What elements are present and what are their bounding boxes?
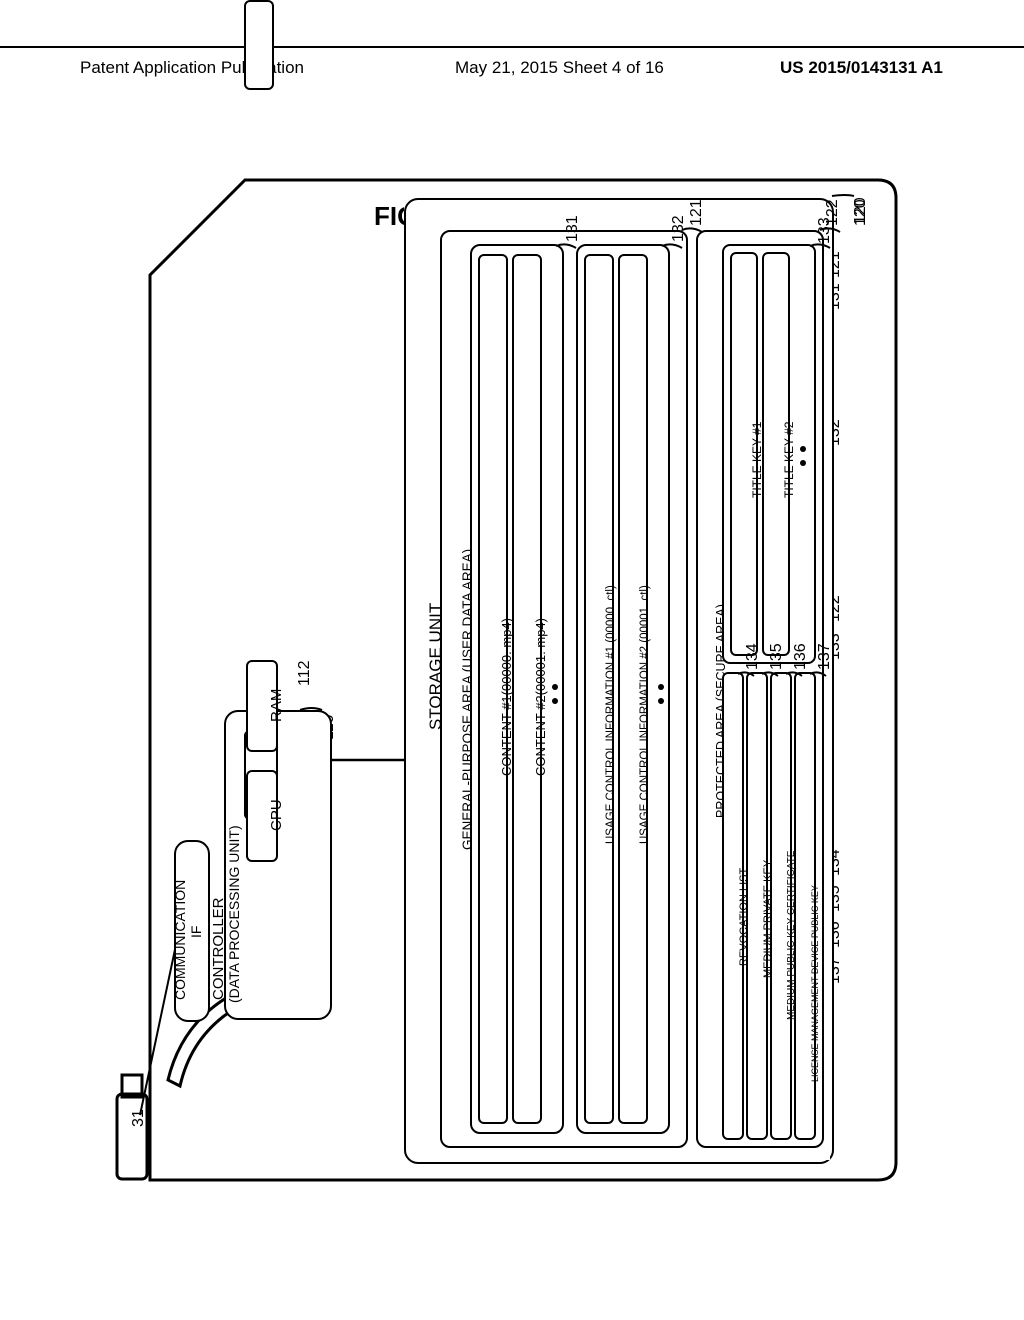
r135: 135 (768, 643, 786, 670)
c2l: CONTENT #2(00001. mp4) (533, 618, 548, 776)
lic-l: LICENSE MANAGEMENT DEVICE PUBLIC KEY (810, 885, 820, 1082)
rev-l: REVOCATION LIST (738, 868, 750, 966)
page: Patent Application Publication May 21, 2… (0, 0, 1024, 1320)
comm-b: IF (188, 926, 204, 938)
t2l3: TITLE KEY #2 (782, 422, 796, 498)
mpriv-l: MEDIUM PRIVATE KEY (762, 860, 774, 978)
d4b (800, 460, 806, 466)
ram-label: RAM (268, 689, 285, 722)
d2a (658, 684, 664, 690)
r136: 136 (792, 643, 810, 670)
comm-a: COMMUNICATION (172, 880, 188, 1000)
cpu-label: CPU (268, 799, 285, 831)
usb-connector-icon (117, 1075, 147, 1179)
d4a (800, 446, 806, 452)
t1l3: TITLE KEY #1 (750, 422, 764, 498)
d1b (552, 698, 558, 704)
c1l: CONTENT #1(00000. mp4) (499, 618, 514, 776)
u1l: USAGE CONTROL INFORMATION #1 (00000. ctl… (605, 585, 617, 844)
ref-ram: 112 (296, 660, 314, 686)
u2l: USAGE CONTROL INFORMATION #2 (00001. ctl… (639, 585, 651, 844)
r120: 120 (852, 199, 870, 226)
ref-card: 31 (130, 1109, 148, 1127)
mpub-l: MEDIUM PUBLIC KEY CERTIFICATE (786, 851, 797, 1020)
r132: 132 (670, 215, 688, 242)
r121: 121 (688, 199, 706, 226)
d2b (658, 698, 664, 704)
controller-title-b: (DATA PROCESSING UNIT) (226, 825, 242, 1003)
ram-box (244, 0, 274, 90)
r134: 134 (744, 643, 762, 670)
r131: 131 (564, 215, 582, 242)
controller-title-a: CONTROLLER (210, 897, 227, 1000)
d1a (552, 684, 558, 690)
r137: 137 (816, 643, 834, 670)
r133: 133 (816, 217, 834, 244)
ref-col2 (820, 248, 866, 988)
